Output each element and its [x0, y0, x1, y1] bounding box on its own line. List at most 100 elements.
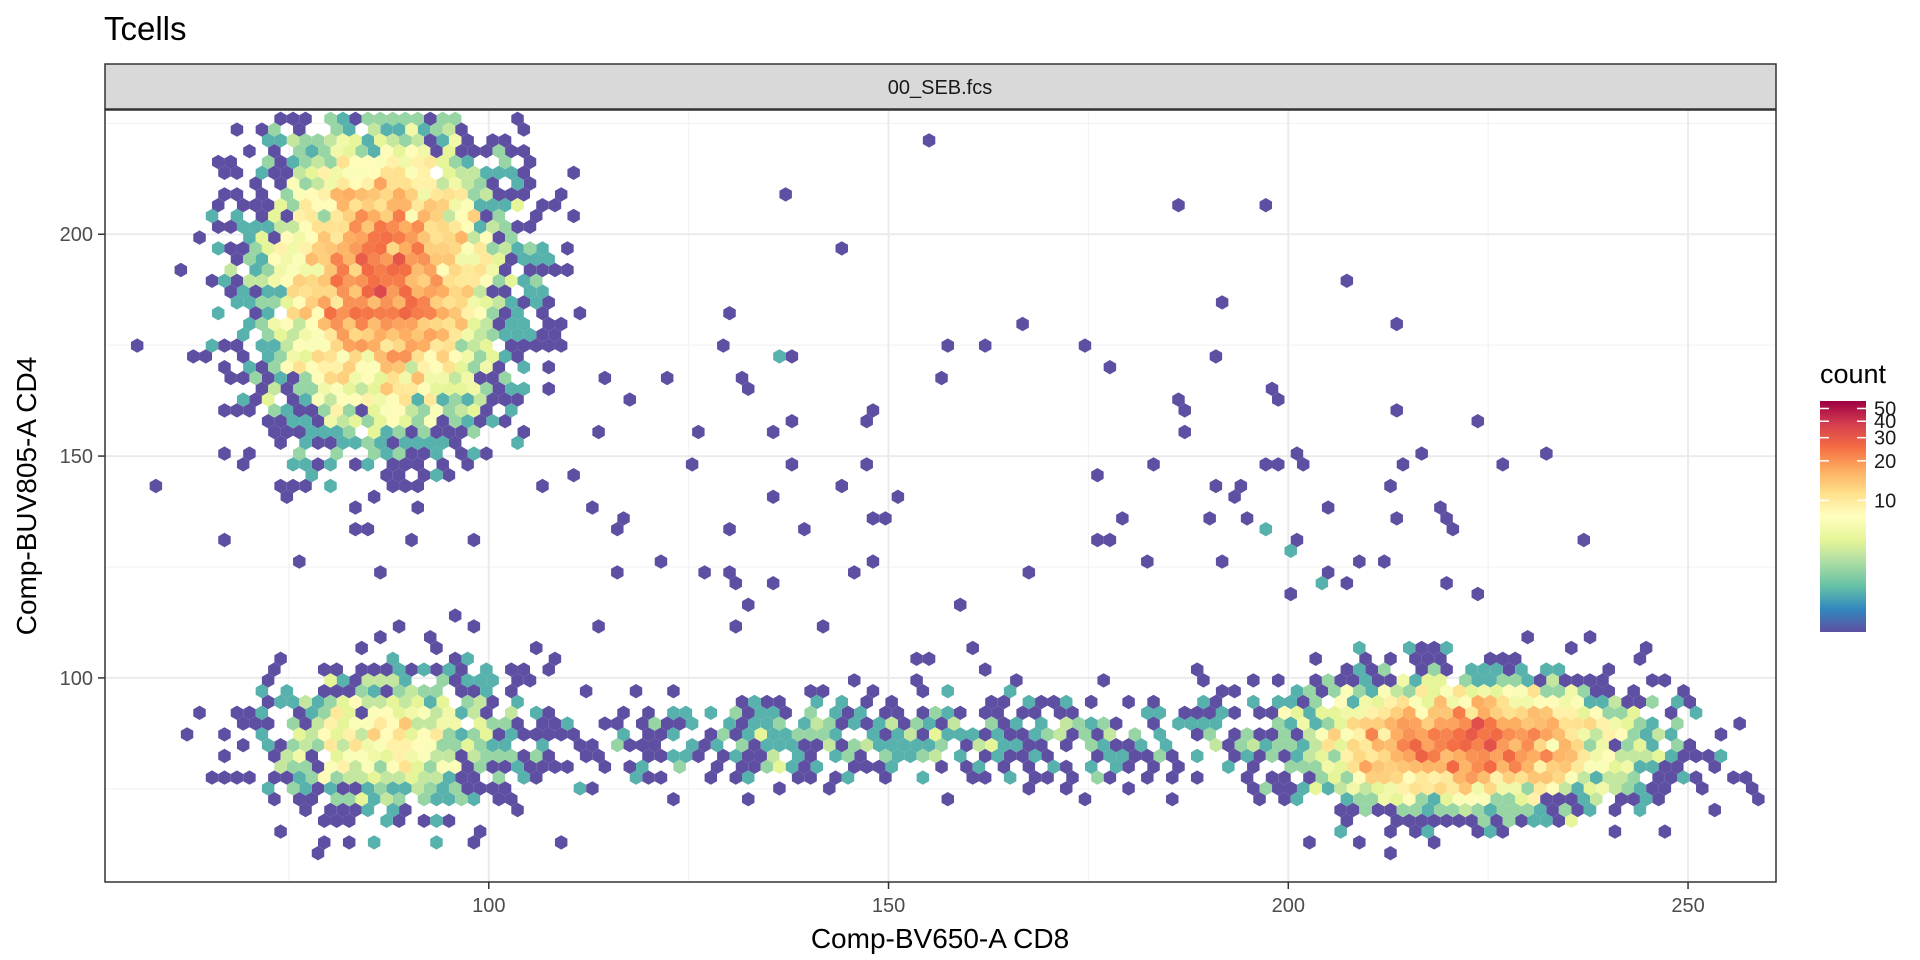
hex-bin: [380, 381, 393, 396]
hex-bin: [392, 187, 406, 202]
hex-bin: [318, 273, 331, 288]
hex-bin: [311, 306, 325, 321]
hex-bin: [1733, 716, 1746, 731]
hex-bin: [1016, 748, 1029, 764]
hex-bin: [255, 165, 269, 180]
hex-bin: [467, 684, 481, 699]
hex-bin: [1365, 727, 1379, 742]
hex-bin: [1409, 651, 1422, 666]
hex-bin: [336, 111, 350, 126]
hex-bin: [1477, 813, 1491, 828]
hex-bin: [299, 716, 312, 731]
hex-bin: [1203, 727, 1216, 742]
hex-bin: [573, 738, 587, 753]
hex-bin: [342, 684, 356, 699]
hex-bin: [1365, 748, 1379, 764]
hex-bin: [1346, 802, 1360, 818]
hex-bin: [1484, 738, 1497, 753]
facet-strip-label: 00_SEB.fcs: [888, 77, 993, 99]
hex-bin: [367, 446, 381, 461]
hex-bin: [268, 792, 281, 807]
hex-bin: [411, 154, 425, 170]
hex-bin: [978, 705, 992, 720]
hex-bin: [879, 511, 892, 526]
hex-bin: [1633, 759, 1647, 774]
hex-bin: [367, 748, 381, 764]
hex-bin: [411, 133, 425, 148]
hex-bin: [636, 716, 649, 731]
hex-bin: [486, 759, 499, 774]
hex-bin: [1315, 770, 1329, 785]
hex-bin: [1402, 727, 1416, 742]
hex-bin: [1427, 813, 1441, 828]
hex-bin: [1627, 770, 1640, 785]
hex-bin: [1296, 738, 1310, 753]
hex-bin: [848, 565, 861, 580]
hex-bin: [330, 360, 343, 375]
hex-bin: [1596, 694, 1609, 710]
hex-bin: [255, 684, 269, 699]
hex-bin: [511, 759, 524, 774]
hex-bin: [311, 694, 325, 710]
hex-bin: [392, 770, 406, 785]
hex-bin: [305, 295, 318, 310]
hex-bin: [436, 694, 449, 710]
hex-bin: [729, 705, 743, 720]
hex-bin: [985, 694, 998, 710]
hex-bin: [1240, 511, 1254, 526]
hex-bin: [311, 457, 325, 472]
hex-bin: [735, 694, 749, 710]
hex-bin: [966, 640, 979, 656]
hex-bin: [1066, 727, 1079, 742]
hex-bin: [467, 532, 481, 548]
hex-bin: [218, 187, 231, 202]
hex-bin: [1477, 748, 1491, 764]
hex-bin: [1552, 792, 1566, 807]
hex-bin: [1533, 738, 1547, 753]
hex-bin: [330, 252, 343, 267]
hex-bin: [505, 705, 518, 720]
hex-bin: [710, 738, 724, 753]
hex-bin: [1502, 705, 1516, 720]
hex-bin: [367, 144, 381, 159]
hex-bin: [1427, 640, 1441, 656]
hex-bin: [448, 759, 462, 774]
hex-bin: [1621, 738, 1634, 753]
hex-bin: [1583, 716, 1597, 731]
hex-bin: [448, 306, 462, 321]
hex-bin: [405, 403, 418, 418]
hex-bin: [386, 716, 400, 731]
hex-bin: [455, 122, 468, 137]
hex-bin: [417, 187, 431, 202]
hex-bin: [1116, 748, 1129, 764]
hex-bin: [1502, 727, 1516, 742]
hex-bin: [1309, 716, 1322, 731]
hex-bin: [1571, 738, 1584, 753]
hex-bin: [299, 457, 312, 472]
hex-bin: [417, 273, 431, 288]
hex-bin: [829, 770, 842, 785]
hex-bin: [405, 230, 418, 245]
hex-bin: [467, 273, 481, 288]
hex-bin: [448, 262, 462, 278]
hex-bin: [1328, 705, 1341, 720]
hex-bin: [380, 338, 393, 353]
hex-bin: [392, 230, 406, 245]
hex-bin: [1608, 824, 1622, 839]
hex-bin: [405, 705, 418, 720]
hex-bin: [779, 187, 792, 202]
hex-bin: [1097, 738, 1110, 753]
hex-bin: [442, 360, 456, 375]
hex-bin: [554, 338, 568, 353]
hex-bin: [486, 284, 499, 299]
hex-bin: [355, 316, 368, 332]
hex-bin: [1683, 738, 1697, 753]
hex-bin: [280, 770, 294, 785]
hex-bin: [1278, 748, 1291, 764]
hex-bin: [349, 802, 362, 818]
hex-bin: [480, 446, 493, 461]
hex-bin: [268, 403, 281, 418]
hex-bin: [1259, 738, 1273, 753]
hex-bin: [1097, 673, 1110, 688]
hex-bin: [293, 705, 306, 720]
